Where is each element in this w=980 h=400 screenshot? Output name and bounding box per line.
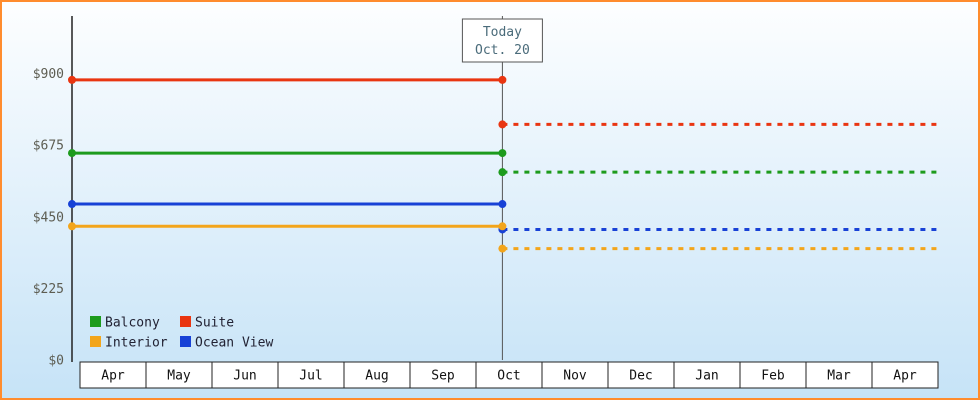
month-label: Jul	[299, 369, 322, 384]
legend-swatch-balcony	[90, 316, 101, 327]
series-balcony-forecast-marker	[498, 168, 507, 177]
series-balcony-today-marker	[498, 149, 507, 158]
month-label: Nov	[563, 369, 587, 384]
month-cell	[145, 361, 213, 389]
month-label: Dec	[629, 369, 652, 384]
y-tick-label: $0	[48, 354, 64, 369]
month-label: Oct	[497, 369, 520, 384]
month-cell	[541, 361, 609, 389]
month-label: Apr	[101, 369, 125, 384]
series-ocean-view-start-marker	[68, 200, 76, 209]
today-label-box	[461, 18, 543, 63]
month-label: Jun	[233, 369, 256, 384]
legend-swatch-interior	[90, 336, 101, 347]
series-ocean-view-today-marker	[498, 200, 507, 209]
month-cell	[211, 361, 279, 389]
month-cell	[343, 361, 411, 389]
legend-label-suite: Suite	[195, 316, 234, 331]
month-label: Mar	[827, 369, 851, 384]
legend-label-balcony: Balcony	[105, 316, 160, 331]
series-interior-today-marker	[498, 222, 507, 231]
month-label: Jan	[695, 369, 718, 384]
month-cell	[475, 361, 543, 389]
month-cell	[607, 361, 675, 389]
legend-swatch-suite	[180, 316, 191, 327]
series-suite-forecast-marker	[498, 120, 507, 129]
legend-label-ocean-view: Ocean View	[195, 336, 273, 351]
month-cell	[277, 361, 345, 389]
y-tick-label: $225	[33, 282, 64, 297]
y-tick-label: $450	[33, 210, 64, 225]
month-label: Apr	[893, 369, 917, 384]
series-interior-start-marker	[68, 222, 76, 231]
series-interior-forecast-marker	[498, 244, 507, 253]
month-cell	[871, 361, 939, 389]
month-label: Sep	[431, 369, 455, 384]
month-cell	[673, 361, 741, 389]
series-suite-today-marker	[498, 75, 507, 84]
month-label: Aug	[365, 369, 388, 384]
month-label: May	[167, 369, 191, 384]
y-tick-label: $900	[33, 67, 64, 82]
month-label: Feb	[761, 369, 785, 384]
legend-label-interior: Interior	[105, 336, 168, 351]
y-tick-label: $675	[33, 139, 64, 154]
today-label-line2: Oct. 20	[475, 43, 530, 58]
legend-swatch-ocean-view	[180, 336, 191, 347]
series-suite-start-marker	[68, 75, 76, 84]
month-cell	[739, 361, 807, 389]
month-cell	[409, 361, 477, 389]
series-balcony-start-marker	[68, 149, 76, 158]
today-label-line1: Today	[483, 25, 522, 40]
